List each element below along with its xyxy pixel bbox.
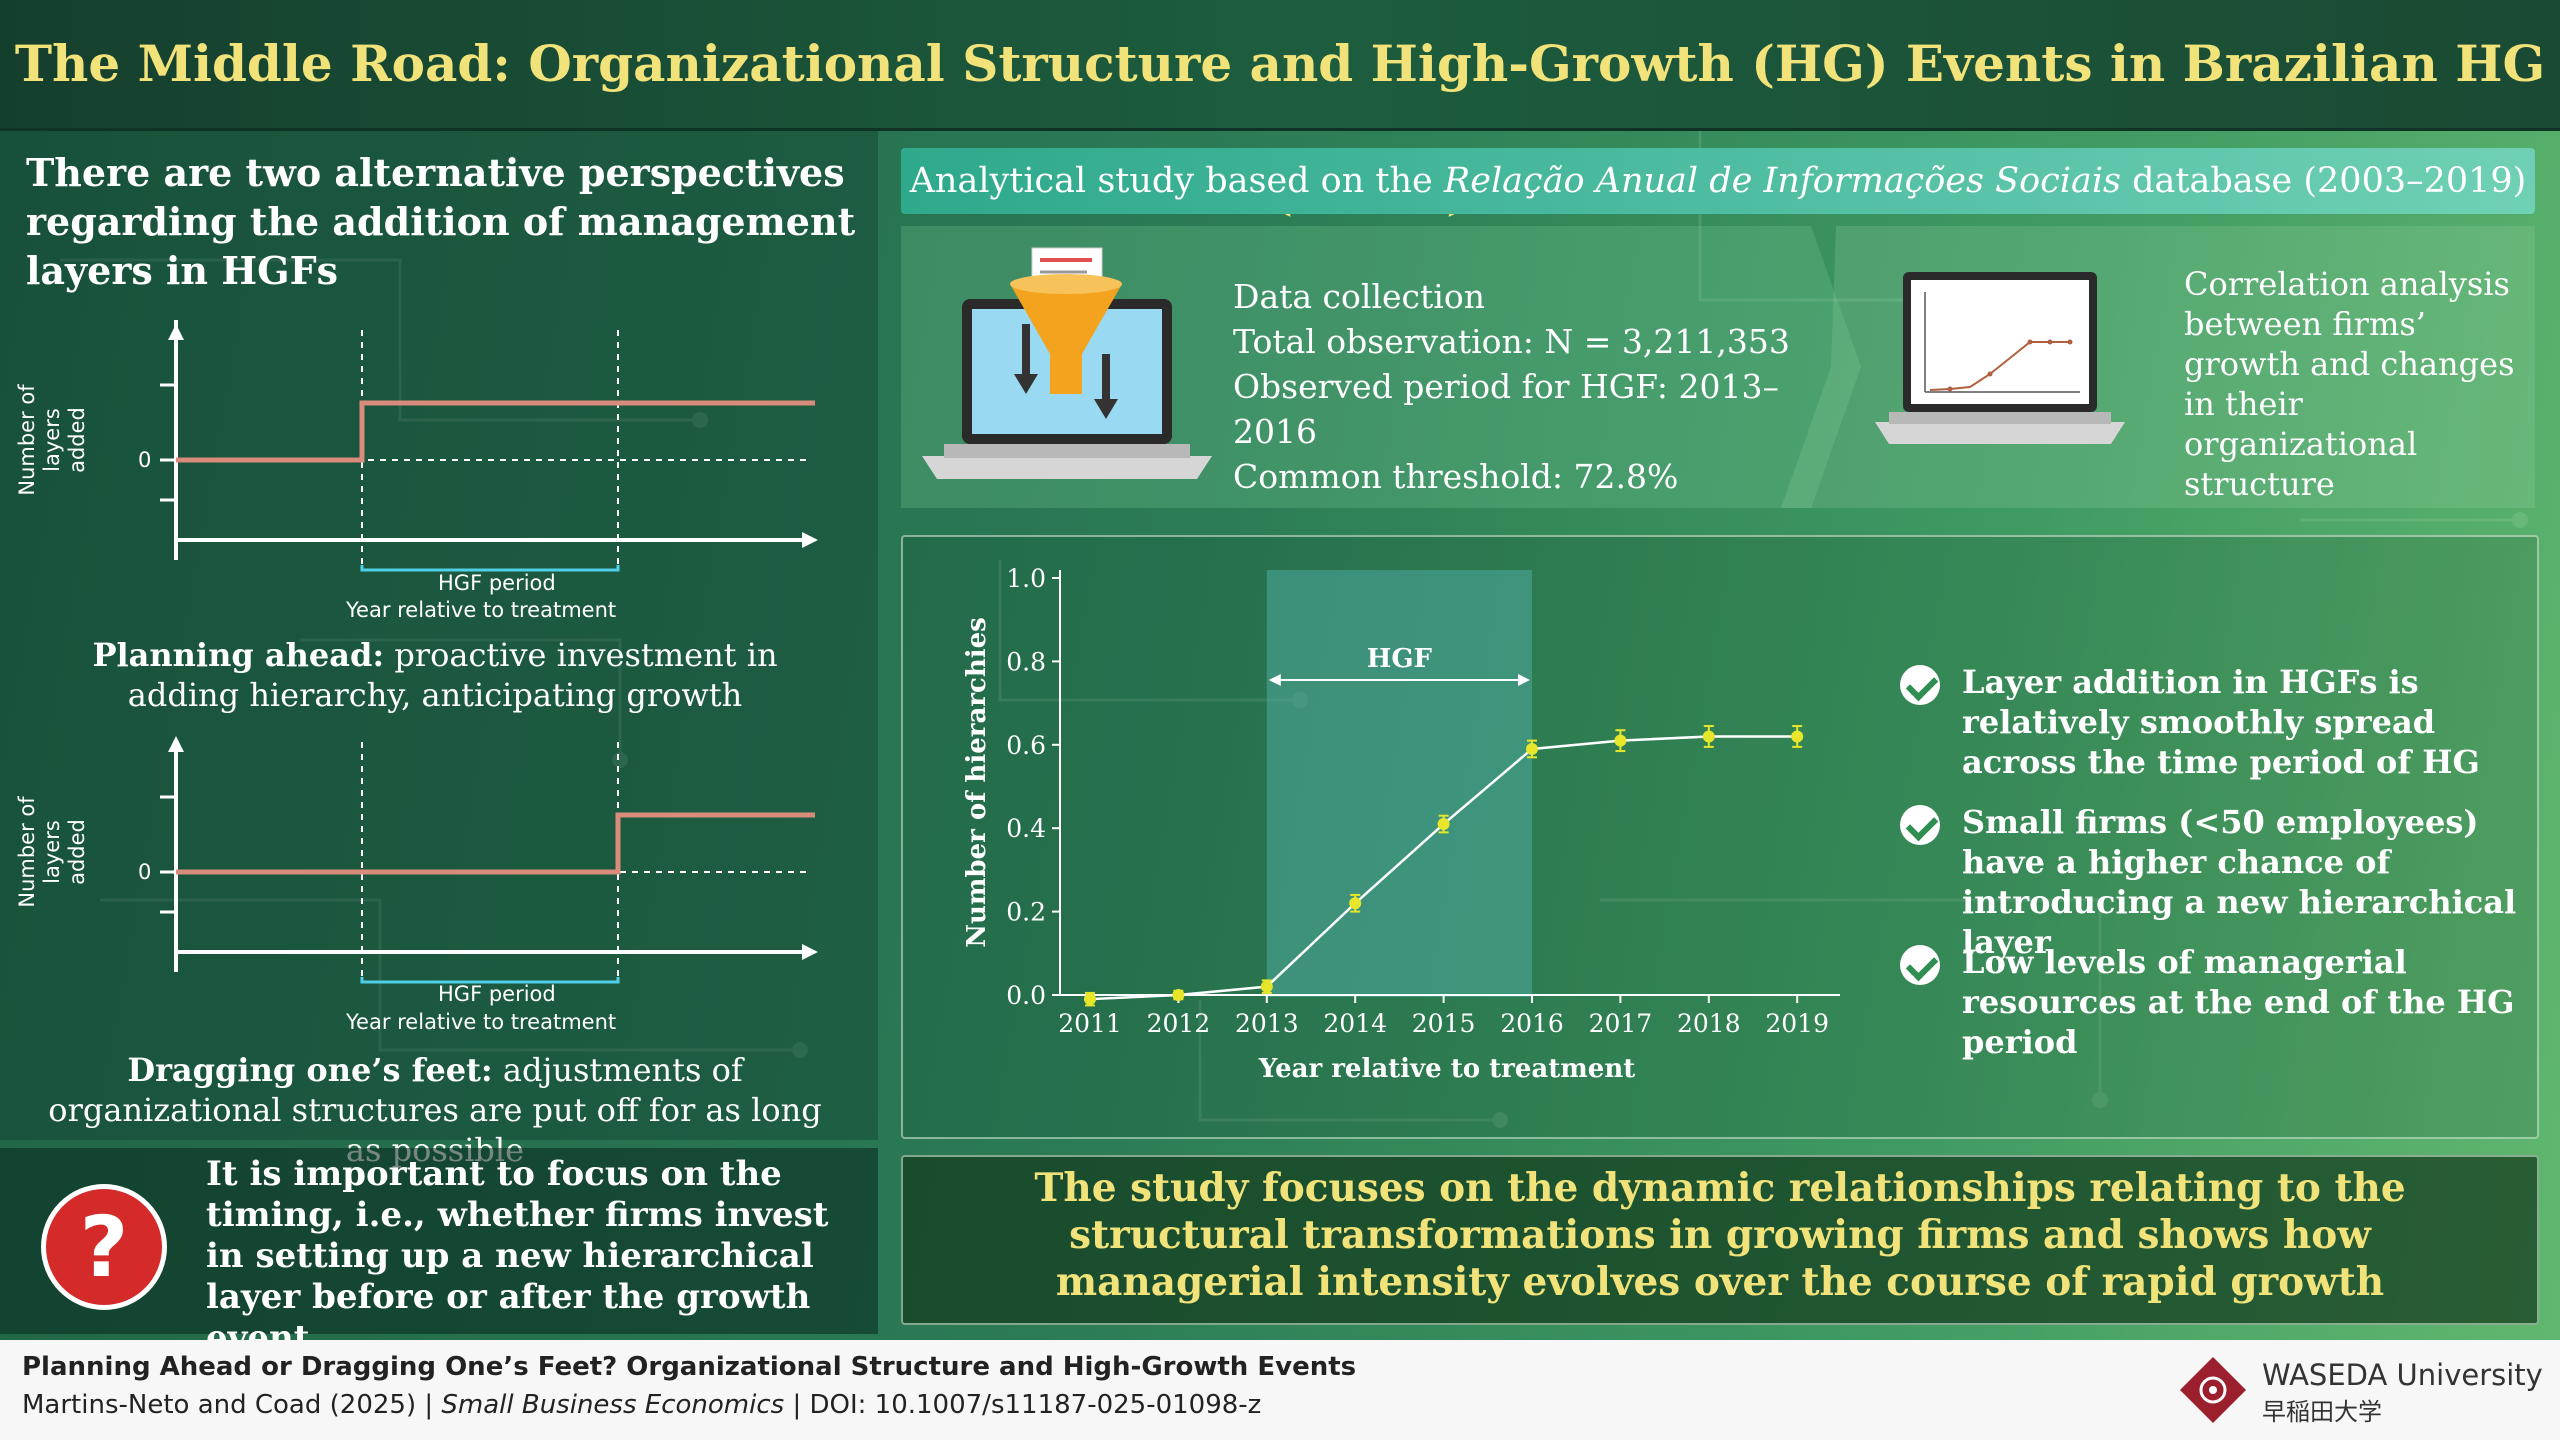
x-axis-title: Year relative to treatment xyxy=(1258,1054,1635,1084)
y-axis-label-1: Number of layers added xyxy=(15,384,89,496)
data-point xyxy=(1614,734,1627,747)
info-line-3: Observed period for HGF: 2013–2016 xyxy=(1233,367,1779,451)
y-tick-label: 1.0 xyxy=(1006,564,1046,593)
planning-ahead-diagram xyxy=(160,320,818,572)
university-name-jp: 早稲田大学 xyxy=(2262,1398,2382,1426)
laptop-chart-icon xyxy=(1875,272,2125,444)
y-axis-title: Number of hierarchies xyxy=(962,617,992,948)
footer xyxy=(0,1340,2560,1440)
planning-text: proactive investment in adding hierarchy… xyxy=(127,636,778,714)
conclusion-text: The study focuses on the dynamic relatio… xyxy=(1034,1165,2406,1305)
citation-journal: Small Business Economics xyxy=(441,1390,785,1420)
data-point xyxy=(1437,818,1450,831)
question-icon xyxy=(46,1189,162,1305)
zero-tick-1: 0 xyxy=(138,448,152,472)
planning-title: Planning ahead: xyxy=(92,636,385,674)
hgf-period-label-2: HGF period xyxy=(438,982,556,1006)
finding-text: Low levels of managerial resources at th… xyxy=(1962,943,2515,1061)
header-bar xyxy=(0,0,2560,131)
left-heading: There are two alternative perspectives r… xyxy=(26,150,856,293)
y-tick-label: 0.4 xyxy=(1006,814,1046,843)
y-tick-label: 0.6 xyxy=(1006,731,1046,760)
left-panel xyxy=(0,131,878,1140)
data-point xyxy=(1260,980,1273,993)
correlation-text: Correlation analysis between firms’ grow… xyxy=(2184,265,2515,503)
data-point xyxy=(1349,897,1362,910)
hgf-arrow-left xyxy=(1268,674,1281,686)
citation: Martins-Neto and Coad (2025) | Small Bus… xyxy=(22,1390,1261,1420)
planning-ahead-description: Planning ahead: proactive investment in … xyxy=(40,635,830,715)
info-line-1: Data collection xyxy=(1233,277,1485,316)
laptop-funnel-icon xyxy=(922,247,1212,479)
page-title: The Middle Road: Organizational Structur… xyxy=(14,34,2546,221)
finding-item: Low levels of managerial resources at th… xyxy=(1900,942,2520,1082)
zero-tick-2: 0 xyxy=(138,860,152,884)
x-tick-label: 2011 xyxy=(1058,1009,1122,1038)
y-tick-label: 0.8 xyxy=(1006,647,1046,676)
banner-suffix: database (2003–2019) xyxy=(2120,161,2527,201)
question-mark: ? xyxy=(79,1198,129,1296)
data-collection-text: Data collection Total observation: N = 3… xyxy=(1233,274,1833,499)
info-line-4: Common threshold: 72.8% xyxy=(1233,457,1679,496)
check-icon xyxy=(1900,665,1940,705)
university-name: WASEDA University xyxy=(2262,1358,2543,1392)
dragging-feet-diagram xyxy=(160,736,818,984)
x-tick-label: 2013 xyxy=(1235,1009,1299,1038)
x-axis-label-1: Year relative to treatment xyxy=(346,598,617,622)
data-point xyxy=(1172,989,1185,1001)
finding-text: Small firms (<50 employees) have a highe… xyxy=(1962,803,2517,961)
dragging-title: Dragging one’s feet: xyxy=(127,1051,493,1089)
x-tick-label: 2015 xyxy=(1412,1009,1476,1038)
hgf-period-label-1: HGF period xyxy=(438,571,556,595)
x-tick-label: 2014 xyxy=(1323,1009,1387,1038)
info-line-2: Total observation: N = 3,211,353 xyxy=(1233,322,1790,361)
finding-item: Layer addition in HGFs is relatively smo… xyxy=(1900,662,2520,802)
hgf-arrow-right xyxy=(1518,674,1530,686)
x-tick-label: 2018 xyxy=(1677,1009,1741,1038)
citation-authors: Martins-Neto and Coad (2025) | xyxy=(22,1390,442,1420)
x-tick-label: 2012 xyxy=(1147,1009,1211,1038)
citation-doi: | DOI: 10.1007/s11187-025-01098-z xyxy=(784,1390,1262,1420)
y-tick-label: 0.2 xyxy=(1006,898,1046,927)
data-point xyxy=(1791,730,1804,743)
data-point xyxy=(1526,742,1538,755)
check-icon xyxy=(1900,945,1940,985)
waseda-logo-icon xyxy=(2180,1357,2246,1423)
conclusion-panel xyxy=(901,1155,2539,1325)
check-icon xyxy=(1900,805,1940,845)
hgf-shaded-region xyxy=(1266,570,1532,997)
study-banner xyxy=(901,148,2535,214)
hierarchies-chart: HGF 0.0 0.2 0.4 0.6 0.8 1.0 2011 2012 2013 2014 201… xyxy=(962,564,1840,1084)
paper-title: Planning Ahead or Dragging One’s Feet? O… xyxy=(22,1352,1357,1382)
y-axis-label-2: Number of layers added xyxy=(15,796,89,908)
data-point xyxy=(1084,993,1096,1006)
hgf-region-label: HGF xyxy=(1367,644,1433,674)
timing-text: It is important to focus on the timing, … xyxy=(206,1154,829,1358)
chart-panel xyxy=(901,535,2539,1139)
finding-item: Small firms (<50 employees) have a highe… xyxy=(1900,802,2520,961)
data-point xyxy=(1702,730,1715,743)
x-tick-label: 2019 xyxy=(1765,1009,1829,1038)
y-tick-label: 0.0 xyxy=(1006,981,1046,1010)
finding-text: Layer addition in HGFs is relatively smo… xyxy=(1962,663,2480,781)
x-axis-label-2: Year relative to treatment xyxy=(346,1010,617,1034)
x-tick-label: 2016 xyxy=(1500,1009,1564,1038)
banner-prefix: Analytical study based on the xyxy=(909,161,1444,201)
banner-database: Relação Anual de Informações Sociais xyxy=(1443,161,2121,201)
findings-list: Layer addition in HGFs is relatively smo… xyxy=(1900,662,2520,1082)
x-tick-label: 2017 xyxy=(1589,1009,1653,1038)
study-banner-text: Analytical study based on the Relação An… xyxy=(901,148,2535,214)
